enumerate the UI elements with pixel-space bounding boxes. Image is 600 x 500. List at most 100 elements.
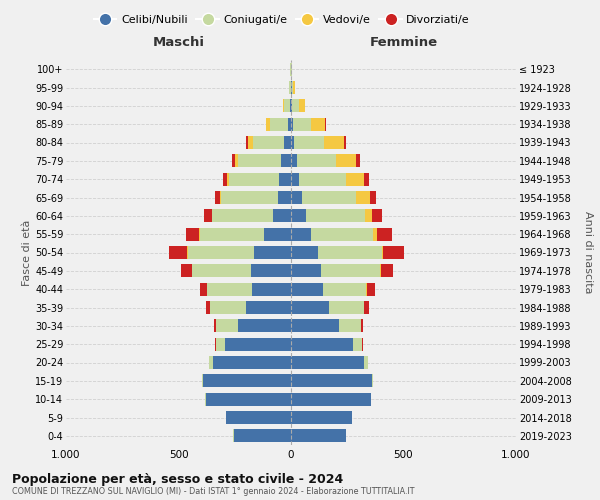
Bar (291, 81, 292, 94)
Bar (232, 154, 235, 168)
Bar (382, 246, 383, 259)
Bar (291, 99, 292, 112)
Bar (254, 246, 291, 259)
Bar (299, 99, 305, 112)
Bar (377, 228, 392, 241)
Bar (293, 118, 311, 131)
Bar (291, 246, 318, 259)
Bar (205, 392, 291, 406)
Bar (305, 209, 365, 222)
Bar (221, 191, 277, 204)
Y-axis label: Anni di nascita: Anni di nascita (583, 211, 593, 294)
Bar (266, 118, 269, 131)
Bar (291, 301, 329, 314)
Bar (383, 246, 404, 259)
Bar (229, 172, 278, 186)
Legend: Celibi/Nubili, Coniugati/e, Vedovi/e, Divorziati/e: Celibi/Nubili, Coniugati/e, Vedovi/e, Di… (90, 10, 474, 29)
Bar (202, 374, 203, 388)
Bar (291, 154, 296, 168)
Bar (248, 136, 253, 149)
Bar (224, 338, 291, 351)
Bar (323, 282, 367, 296)
Bar (203, 374, 291, 388)
Bar (364, 172, 369, 186)
Bar (291, 191, 302, 204)
Bar (281, 154, 291, 168)
Bar (291, 172, 299, 186)
Bar (296, 154, 336, 168)
Bar (290, 99, 291, 112)
Bar (253, 136, 284, 149)
Bar (251, 282, 291, 296)
Bar (340, 319, 361, 332)
Bar (238, 154, 281, 168)
Bar (311, 118, 325, 131)
Bar (226, 411, 291, 424)
Bar (291, 264, 322, 278)
Bar (277, 191, 291, 204)
Bar (238, 319, 291, 332)
Bar (299, 172, 346, 186)
Bar (233, 429, 291, 442)
Bar (364, 356, 368, 369)
Bar (346, 172, 364, 186)
Bar (291, 411, 352, 424)
Bar (212, 209, 273, 222)
Bar (206, 301, 210, 314)
Text: Femmine: Femmine (370, 36, 437, 49)
Bar (372, 374, 373, 388)
Bar (215, 338, 224, 351)
Bar (291, 209, 305, 222)
Bar (318, 246, 382, 259)
Bar (283, 99, 284, 112)
Bar (291, 356, 364, 369)
Bar (278, 172, 291, 186)
Bar (353, 338, 362, 351)
Bar (291, 228, 311, 241)
Bar (364, 301, 369, 314)
Bar (273, 209, 291, 222)
Bar (209, 356, 214, 369)
Bar (322, 264, 380, 278)
Bar (210, 301, 246, 314)
Bar (284, 136, 291, 149)
Bar (223, 172, 227, 186)
Bar (291, 392, 371, 406)
Bar (329, 301, 364, 314)
Bar (291, 118, 293, 131)
Bar (362, 338, 363, 351)
Bar (291, 374, 372, 388)
Bar (373, 228, 377, 241)
Bar (291, 282, 323, 296)
Bar (356, 191, 370, 204)
Bar (370, 191, 376, 204)
Bar (291, 338, 353, 351)
Bar (336, 154, 356, 168)
Bar (214, 319, 215, 332)
Bar (247, 136, 248, 149)
Bar (292, 81, 293, 94)
Bar (292, 99, 299, 112)
Bar (372, 209, 382, 222)
Bar (287, 118, 291, 131)
Bar (291, 429, 346, 442)
Bar (323, 136, 344, 149)
Bar (215, 191, 220, 204)
Bar (227, 172, 229, 186)
Bar (269, 118, 287, 131)
Bar (169, 246, 187, 259)
Bar (187, 246, 254, 259)
Bar (325, 118, 326, 131)
Bar (246, 301, 291, 314)
Text: COMUNE DI TREZZANO SUL NAVIGLIO (MI) - Dati ISTAT 1° gennaio 2024 - Elaborazione: COMUNE DI TREZZANO SUL NAVIGLIO (MI) - D… (12, 488, 415, 496)
Text: Popolazione per età, sesso e stato civile - 2024: Popolazione per età, sesso e stato civil… (12, 472, 343, 486)
Bar (204, 209, 212, 222)
Bar (214, 356, 291, 369)
Bar (220, 191, 221, 204)
Bar (344, 136, 346, 149)
Bar (206, 282, 251, 296)
Bar (251, 264, 291, 278)
Bar (367, 282, 374, 296)
Bar (200, 282, 206, 296)
Bar (356, 154, 360, 168)
